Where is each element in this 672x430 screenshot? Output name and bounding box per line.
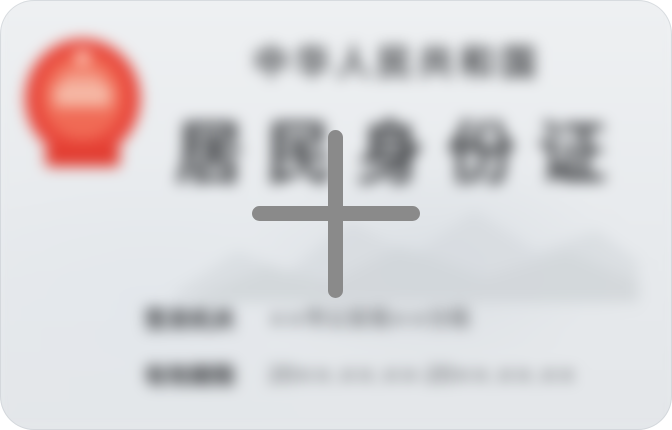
card-country-text: 中华人民共和国 [253,42,542,85]
plus-icon[interactable] [252,130,420,298]
validity-period-row: 有效期限 20××.××.××-20××.××.×× [144,359,575,390]
great-wall-watermark [175,179,639,303]
validity-period-label: 有效期限 [144,364,236,391]
card-title-text: 居民身份证 [175,113,629,194]
issuing-authority-label: 签发机关 [144,307,236,334]
validity-period-value: 20××.××.××-20××.××.×× [268,362,576,388]
issuing-authority-value: ××市公安局××分局 [268,306,471,332]
national-emblem-icon [21,35,145,174]
issuing-authority-row: 签发机关 ××市公安局××分局 [144,303,470,334]
plus-icon-vertical-bar [328,130,343,298]
